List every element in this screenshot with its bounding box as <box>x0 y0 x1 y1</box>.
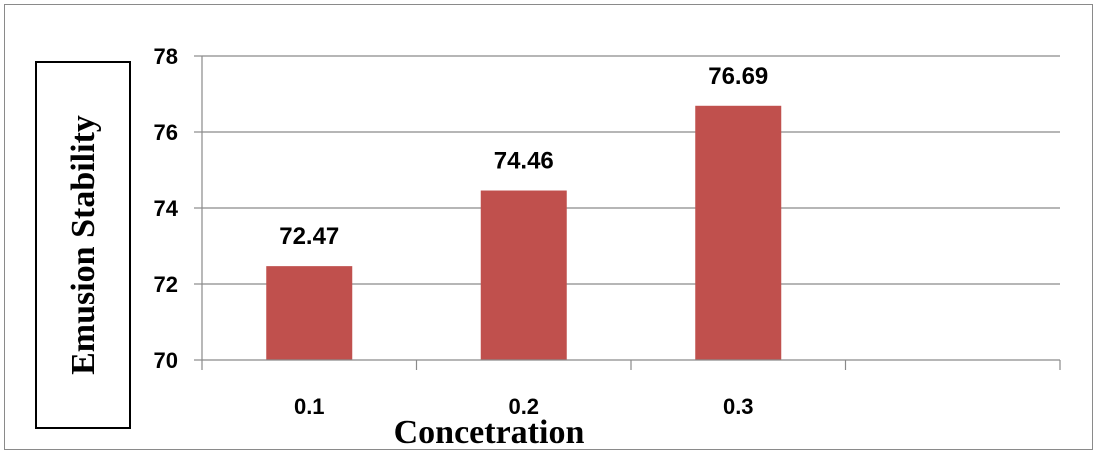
bars <box>266 105 782 360</box>
x-tick-labels: 0.1 0.2 0.3 <box>294 394 754 419</box>
x-tick-label: 0.3 <box>723 394 754 419</box>
bar <box>695 105 782 360</box>
x-axis-title: Concetration <box>394 414 585 451</box>
axes <box>194 55 1061 370</box>
y-tick-label: 78 <box>154 44 178 69</box>
data-labels: 72.47 74.46 76.69 <box>279 63 768 250</box>
y-axis-title-box <box>35 61 131 429</box>
bar <box>480 190 567 360</box>
data-label: 76.69 <box>708 63 768 90</box>
x-tick-label: 0.2 <box>508 394 539 419</box>
y-tick-label: 70 <box>154 348 178 373</box>
y-axis-title: Emusion Stability <box>65 115 102 375</box>
y-tick-label: 72 <box>154 272 178 297</box>
data-label: 72.47 <box>279 223 339 250</box>
y-tick-label: 76 <box>154 120 178 145</box>
bar <box>266 266 353 360</box>
x-tick-label: 0.1 <box>294 394 325 419</box>
y-tick-labels: 70 72 74 76 78 <box>154 44 179 373</box>
data-label: 74.46 <box>494 148 554 175</box>
y-tick-label: 74 <box>154 196 179 221</box>
